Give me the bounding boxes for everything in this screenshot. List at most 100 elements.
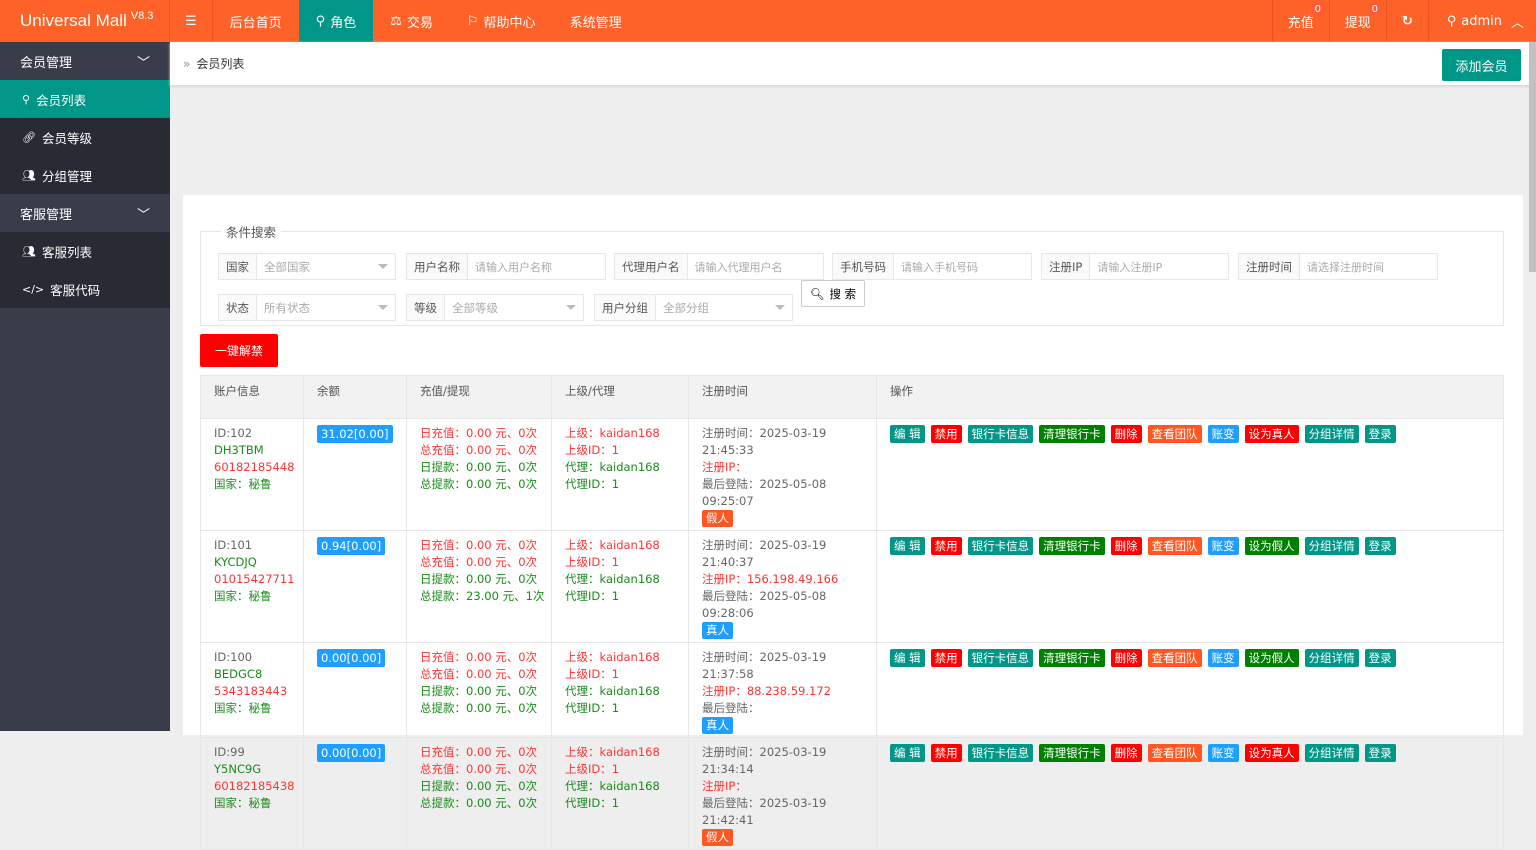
action-button-3[interactable]: 清理银行卡 — [1039, 744, 1105, 762]
search-input[interactable] — [1090, 254, 1228, 279]
action-button-3[interactable]: 清理银行卡 — [1039, 425, 1105, 443]
search-input-wrap[interactable]: 请输入用户名称 — [468, 254, 605, 279]
action-button-2[interactable]: 银行卡信息 — [967, 537, 1034, 555]
search-select[interactable]: 全部分组 — [656, 300, 792, 316]
sidebar-item-0-1[interactable]: 🔗︎ 会员等级 — [0, 118, 170, 156]
action-button-6[interactable]: 账变 — [1207, 744, 1239, 762]
scrollbar[interactable] — [1529, 42, 1536, 272]
add-member-button[interactable]: 添加会员 — [1442, 49, 1521, 81]
search-select[interactable]: 全部国家 — [257, 259, 395, 275]
register-time: 注册时间：2025-03-19 21:37:58 — [702, 650, 827, 681]
search-input[interactable] — [687, 254, 823, 279]
action-button-4[interactable]: 删除 — [1110, 537, 1142, 555]
table-cell: 编 辑禁用 银行卡信息 清理银行卡 删除 查看团队 账变 设为假人 分组详情 登录 — [876, 642, 1504, 738]
action-button-6[interactable]: 账变 — [1207, 425, 1239, 443]
action-button-1[interactable]: 禁用 — [930, 744, 962, 762]
search-input-wrap[interactable]: 请输入注册IP — [1090, 254, 1228, 279]
user-icon: ⚲ — [315, 13, 326, 29]
search-input-wrap[interactable]: 请输入手机号码 — [894, 254, 1031, 279]
action-button-4[interactable]: 删除 — [1110, 425, 1142, 443]
user-menu[interactable]: ⚲ admin ︿ — [1427, 0, 1536, 42]
action-button-9[interactable]: 登录 — [1364, 425, 1396, 443]
action-button-9[interactable]: 登录 — [1364, 649, 1396, 667]
row-actions: 编 辑禁用 银行卡信息 清理银行卡 删除 查看团队 账变 设为假人 分组详情 登录 — [890, 649, 1503, 667]
action-button-1[interactable]: 禁用 — [930, 425, 962, 443]
withdraw-button[interactable]: 提现 0 — [1328, 0, 1386, 42]
unban-all-button[interactable]: 一键解禁 — [200, 334, 278, 367]
action-button-4[interactable]: 删除 — [1110, 649, 1142, 667]
action-button-8[interactable]: 分组详情 — [1304, 425, 1359, 443]
action-button-1[interactable]: 禁用 — [930, 649, 962, 667]
toggle-real-button[interactable]: 设为假人 — [1244, 537, 1299, 555]
member-phone: 5343183443 — [214, 684, 288, 698]
search-input-wrap[interactable]: 请输入代理用户名 — [687, 254, 823, 279]
search-field-1[interactable]: 用户名称 请输入用户名称 — [406, 253, 606, 280]
action-button-6[interactable]: 账变 — [1207, 649, 1239, 667]
action-button-2[interactable]: 银行卡信息 — [967, 744, 1034, 762]
sidebar-item-1-1[interactable]: </> 客服代码 — [0, 270, 170, 308]
register-ip: 注册IP： — [702, 779, 747, 793]
search-field-6[interactable]: 状态 所有状态 — [218, 294, 396, 321]
scale-icon: ⚖ — [390, 13, 402, 29]
table-cell: 0.00[0.00] — [303, 642, 407, 738]
agent-id: 代理ID：1 — [565, 477, 620, 491]
action-button-2[interactable]: 银行卡信息 — [967, 649, 1034, 667]
search-field-7[interactable]: 等级 全部等级 — [406, 294, 584, 321]
action-button-4[interactable]: 删除 — [1110, 744, 1142, 762]
search-field-8[interactable]: 用户分组 全部分组 — [594, 294, 793, 321]
action-button-9[interactable]: 登录 — [1364, 537, 1396, 555]
search-field-5[interactable]: 注册时间 请选择注册时间 — [1238, 253, 1438, 280]
search-input[interactable] — [1300, 254, 1437, 279]
search-input[interactable] — [894, 254, 1031, 279]
action-button-8[interactable]: 分组详情 — [1304, 744, 1359, 762]
nav-item-2[interactable]: ⚖ 交易 — [373, 0, 450, 42]
search-input[interactable] — [468, 254, 605, 279]
action-button-5[interactable]: 查看团队 — [1147, 744, 1202, 762]
menu-toggle-button[interactable]: ☰ — [170, 0, 213, 42]
action-button-9[interactable]: 登录 — [1364, 744, 1396, 762]
sidebar-item-0-0[interactable]: ⚲ 会员列表 — [0, 80, 170, 118]
action-button-0[interactable]: 编 辑 — [890, 744, 925, 762]
search-field-4[interactable]: 注册IP 请输入注册IP — [1041, 253, 1229, 280]
user-icon: ⚲ — [22, 92, 31, 106]
search-input-wrap[interactable]: 请选择注册时间 — [1300, 254, 1437, 279]
search-field-label: 手机号码 — [833, 254, 894, 279]
nav-item-4[interactable]: 系统管理 — [553, 0, 639, 42]
app-title: Universal Mall — [20, 11, 127, 30]
action-button-5[interactable]: 查看团队 — [1147, 425, 1202, 443]
withdraw-label: 提现 — [1344, 15, 1371, 31]
action-button-0[interactable]: 编 辑 — [890, 537, 925, 555]
action-button-2[interactable]: 银行卡信息 — [967, 425, 1034, 443]
search-field-3[interactable]: 手机号码 请输入手机号码 — [832, 253, 1032, 280]
agent-id: 代理ID：1 — [565, 589, 620, 603]
action-button-5[interactable]: 查看团队 — [1147, 537, 1202, 555]
search-field-label: 国家 — [219, 254, 257, 279]
member-phone: 60182185438 — [214, 779, 295, 793]
action-button-5[interactable]: 查看团队 — [1147, 649, 1202, 667]
action-button-8[interactable]: 分组详情 — [1304, 649, 1359, 667]
search-button[interactable]: 🔍︎ 搜 索 — [801, 280, 865, 307]
action-button-3[interactable]: 清理银行卡 — [1039, 537, 1105, 555]
nav-item-3[interactable]: ⚐ 帮助中心 — [450, 0, 553, 42]
search-select[interactable]: 全部等级 — [445, 300, 583, 316]
action-button-3[interactable]: 清理银行卡 — [1039, 649, 1105, 667]
nav-item-0[interactable]: 后台首页 — [213, 0, 299, 42]
action-button-8[interactable]: 分组详情 — [1304, 537, 1359, 555]
toggle-real-button[interactable]: 设为真人 — [1244, 744, 1299, 762]
search-select[interactable]: 所有状态 — [257, 300, 395, 316]
sidebar-group-1[interactable]: 客服管理 ﹀ — [0, 194, 170, 232]
search-field-0[interactable]: 国家 全部国家 — [218, 253, 396, 280]
toggle-real-button[interactable]: 设为假人 — [1244, 649, 1299, 667]
search-field-2[interactable]: 代理用户名 请输入代理用户名 — [614, 253, 824, 280]
sidebar-group-0[interactable]: 会员管理 ﹀ — [0, 42, 170, 80]
nav-item-1[interactable]: ⚲ 角色 — [298, 0, 374, 42]
sidebar-item-0-2[interactable]: 👥︎ 分组管理 — [0, 156, 170, 194]
toggle-real-button[interactable]: 设为真人 — [1244, 425, 1299, 443]
recharge-button[interactable]: 充值 0 — [1271, 0, 1329, 42]
action-button-0[interactable]: 编 辑 — [890, 425, 925, 443]
sidebar-item-1-0[interactable]: 👥︎ 客服列表 — [0, 232, 170, 270]
action-button-1[interactable]: 禁用 — [930, 537, 962, 555]
refresh-button[interactable]: ↻ — [1385, 0, 1428, 42]
action-button-0[interactable]: 编 辑 — [890, 649, 925, 667]
action-button-6[interactable]: 账变 — [1207, 537, 1239, 555]
